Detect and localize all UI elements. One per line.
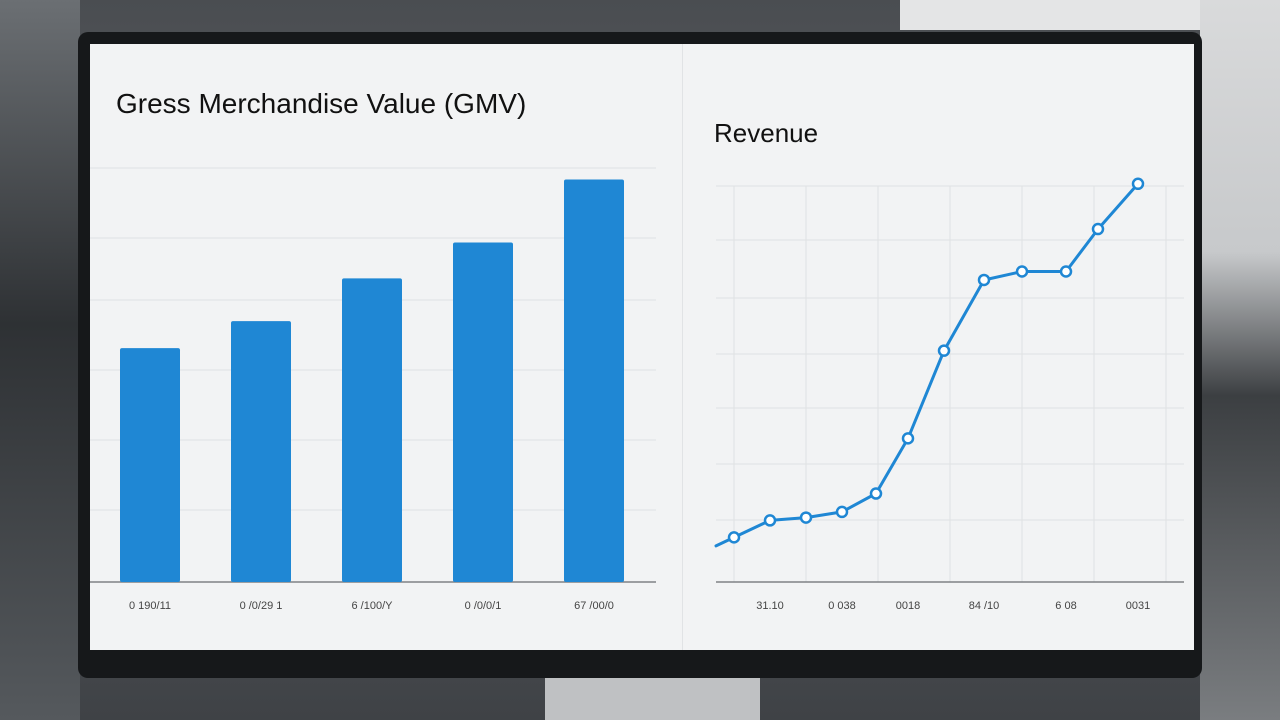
revenue-point — [977, 273, 991, 287]
gmv-x-tick-label: 0 190/11 — [129, 600, 171, 612]
revenue-x-tick-label: 0 038 — [828, 600, 856, 612]
revenue-chart-title: Revenue — [714, 118, 819, 148]
monitor-screen: Gress Merchandise Value (GMV) Revenue 0 … — [90, 44, 1194, 650]
gmv-bar — [342, 278, 402, 582]
revenue-point — [799, 511, 813, 524]
revenue-point — [937, 344, 951, 357]
gmv-bar — [120, 348, 180, 582]
revenue-line-chart: 31.10 0 038 0018 84 /10 6 08 0031 — [714, 177, 1184, 612]
gmv-x-tick-label: 6 /100/Y — [352, 600, 394, 612]
gmv-x-tick-label: 0 /0/0/1 — [465, 600, 502, 612]
gmv-x-tick-label: 0 /0/29 1 — [240, 600, 283, 612]
revenue-x-tick-label: 84 /10 — [969, 600, 1000, 612]
gmv-x-tick-label: 67 /00/0 — [574, 600, 614, 612]
revenue-point — [1131, 177, 1145, 191]
revenue-point — [901, 432, 915, 445]
gmv-bar — [231, 321, 291, 582]
panel-divider — [682, 44, 683, 650]
revenue-series-line — [714, 182, 1140, 548]
revenue-point — [1015, 265, 1029, 278]
revenue-point — [727, 531, 741, 544]
revenue-point — [1059, 265, 1073, 278]
revenue-point — [1091, 222, 1105, 236]
background-right — [1200, 0, 1280, 720]
background-left — [0, 0, 80, 720]
revenue-x-tick-label: 0018 — [896, 600, 920, 612]
gmv-bar-chart: 0 190/11 0 /0/29 1 6 /100/Y 0 /0/0/1 67 /00/… — [90, 167, 656, 612]
gmv-chart-title: Gress Merchandise Value (GMV) — [116, 88, 527, 119]
revenue-point — [835, 505, 849, 519]
gmv-bar — [453, 242, 513, 583]
revenue-x-tick-label: 31.10 — [756, 600, 784, 612]
revenue-x-tick-label: 0031 — [1126, 600, 1150, 612]
monitor-stand — [545, 678, 760, 720]
revenue-point — [763, 514, 777, 527]
revenue-point — [869, 487, 883, 500]
revenue-x-tick-label: 6 08 — [1055, 600, 1076, 612]
gmv-bar — [564, 179, 624, 583]
